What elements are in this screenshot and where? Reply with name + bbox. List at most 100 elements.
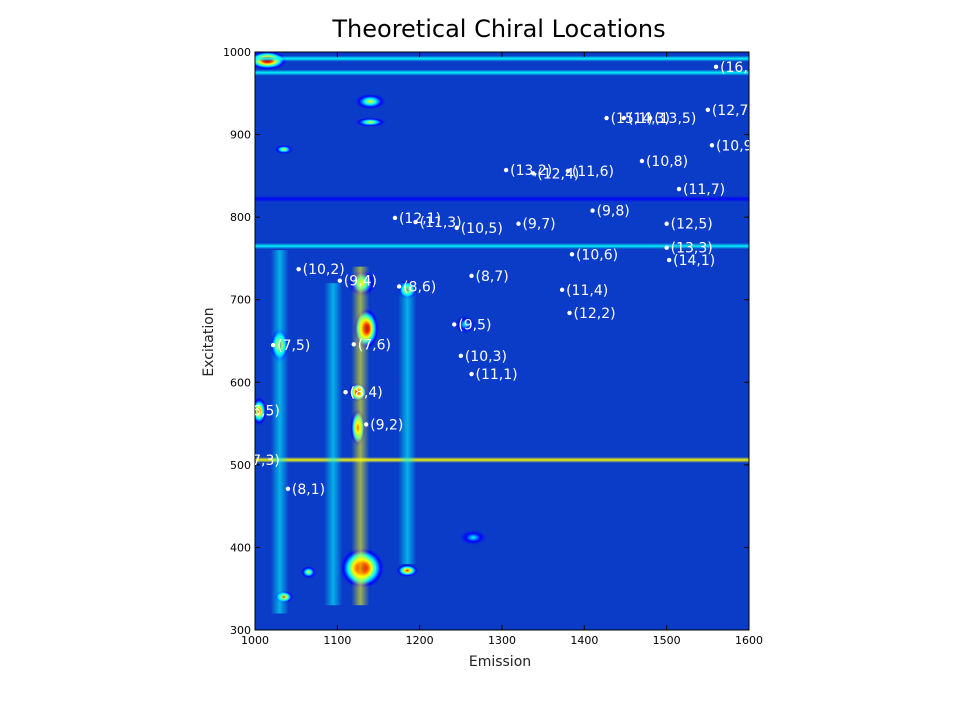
chiral-point-label: (11,3) bbox=[420, 215, 462, 231]
x-tick-label: 1000 bbox=[241, 634, 269, 647]
chiral-point-label: (9,8) bbox=[597, 204, 630, 220]
chiral-point-label: (6,5) bbox=[247, 403, 280, 419]
chiral-point-marker bbox=[454, 225, 459, 231]
heatmap-intensity-features bbox=[255, 52, 749, 614]
chiral-point-label: (10,3) bbox=[465, 349, 507, 365]
chiral-point-marker bbox=[664, 221, 669, 226]
chiral-point-marker bbox=[621, 115, 627, 121]
intensity-spot bbox=[353, 117, 387, 128]
chiral-point-marker bbox=[469, 371, 474, 377]
intensity-band bbox=[255, 55, 749, 62]
chiral-point-label: (14,1) bbox=[673, 253, 715, 269]
chiral-point-label: (12,2) bbox=[574, 306, 616, 322]
y-tick-label: 1000 bbox=[223, 46, 251, 59]
chiral-point-marker bbox=[590, 208, 595, 213]
chiral-point-label: (9,5) bbox=[458, 317, 491, 333]
intensity-spot bbox=[453, 314, 477, 335]
y-tick-label: 500 bbox=[230, 459, 251, 472]
chiral-point-label: (11,6) bbox=[572, 164, 614, 180]
chiral-point-marker bbox=[413, 219, 418, 225]
chiral-point-label: (12,7) bbox=[712, 103, 754, 119]
chiral-point-marker bbox=[363, 422, 369, 427]
chiral-point-marker bbox=[458, 353, 464, 359]
chiral-point-label: (15,1) bbox=[611, 111, 653, 127]
chiral-point-marker bbox=[639, 158, 645, 164]
y-tick-label: 600 bbox=[230, 376, 251, 389]
chiral-point-marker bbox=[469, 273, 474, 278]
chiral-point-marker bbox=[713, 64, 719, 70]
chiral-point-label: (8,6) bbox=[403, 280, 436, 296]
chiral-point-marker bbox=[709, 143, 715, 148]
chiral-point-marker bbox=[604, 115, 609, 121]
chiral-point-label: (11,4) bbox=[566, 283, 608, 299]
chiral-point-marker bbox=[569, 252, 575, 257]
chiral-point-marker bbox=[531, 171, 536, 176]
chiral-point-label: (10,5) bbox=[461, 221, 503, 237]
chiral-point-marker bbox=[503, 167, 509, 173]
y-tick-label: 400 bbox=[230, 541, 251, 554]
chiral-point-label: (9,7) bbox=[522, 217, 555, 233]
x-tick-label: 1500 bbox=[653, 634, 681, 647]
chiral-point-marker bbox=[567, 310, 572, 316]
intensity-column bbox=[324, 283, 343, 606]
chiral-point-marker bbox=[565, 168, 571, 174]
chiral-point-marker bbox=[664, 245, 669, 250]
y-tick-label: 800 bbox=[230, 211, 251, 224]
y-tick-label: 900 bbox=[230, 129, 251, 142]
chiral-point-marker bbox=[516, 221, 521, 226]
chiral-point-marker bbox=[559, 287, 565, 293]
y-axis-ticks: 300 400 500 600 700 800 900 1000 bbox=[223, 46, 749, 637]
chiral-point-marker bbox=[337, 278, 343, 283]
chiral-point-label: (9,2) bbox=[370, 417, 403, 433]
intensity-spot bbox=[395, 563, 419, 578]
heatmap-plot-area bbox=[255, 52, 749, 630]
intensity-column bbox=[270, 250, 289, 614]
chiral-point-marker bbox=[296, 266, 301, 272]
intensity-spot bbox=[353, 93, 387, 110]
chiral-point-label: (16, bbox=[720, 60, 748, 76]
x-axis-label: Emission bbox=[469, 654, 531, 670]
intensity-band bbox=[255, 243, 749, 250]
intensity-spot bbox=[273, 144, 294, 155]
chiral-point-label: (12,5) bbox=[671, 217, 713, 233]
chiral-point-marker bbox=[351, 342, 356, 347]
intensity-band bbox=[255, 69, 749, 76]
chiral-point-label: (13,2) bbox=[510, 163, 552, 179]
chiral-point-marker bbox=[705, 107, 711, 113]
intensity-spot bbox=[458, 529, 489, 546]
chiral-point-label: (11,1) bbox=[476, 367, 518, 383]
chiral-point-label: (9,4) bbox=[344, 274, 377, 290]
chiral-point-label: (10,9) bbox=[716, 138, 758, 154]
chiral-point-marker bbox=[396, 284, 402, 289]
chiral-point-label: (7,5) bbox=[277, 338, 310, 354]
intensity-spot bbox=[300, 565, 317, 579]
chiral-point-label: (13,3) bbox=[671, 241, 713, 257]
chiral-point-marker bbox=[452, 322, 457, 327]
chiral-point-label: (12,1) bbox=[399, 211, 441, 227]
intensity-column bbox=[351, 266, 370, 606]
chiral-point-marker bbox=[676, 186, 682, 192]
x-tick-label: 1200 bbox=[406, 634, 434, 647]
chiral-point-label: (8,1) bbox=[292, 482, 325, 498]
intensity-band bbox=[255, 456, 749, 463]
chiral-point-marker bbox=[392, 215, 398, 221]
chiral-point-label: (10,2) bbox=[303, 262, 345, 278]
intensity-column bbox=[398, 283, 417, 564]
chiral-point-marker bbox=[285, 486, 291, 492]
chiral-points: (16,(12,7)(15,1)(14,3)(13,5)(10,9)(10,8)… bbox=[247, 60, 758, 498]
chiral-point-label: (10,6) bbox=[576, 247, 618, 263]
chiral-point-label: (10,8) bbox=[646, 154, 688, 170]
chiral-point-label: (8,4) bbox=[350, 385, 383, 401]
chiral-point-label: (13,5) bbox=[654, 111, 696, 127]
x-tick-label: 1100 bbox=[323, 634, 351, 647]
chiral-point-label: (7,3) bbox=[247, 453, 280, 469]
chiral-point-label: (8,7) bbox=[476, 269, 509, 285]
chiral-point-marker bbox=[343, 389, 348, 395]
chiral-point-label: (7,6) bbox=[358, 337, 391, 353]
x-tick-label: 1300 bbox=[488, 634, 516, 647]
y-tick-label: 300 bbox=[230, 624, 251, 637]
chart-title: Theoretical Chiral Locations bbox=[331, 15, 665, 43]
intensity-band bbox=[255, 195, 749, 202]
x-axis-ticks: 1000 1100 1200 1300 1400 1500 1600 bbox=[241, 52, 763, 647]
chiral-point-marker bbox=[648, 115, 653, 121]
